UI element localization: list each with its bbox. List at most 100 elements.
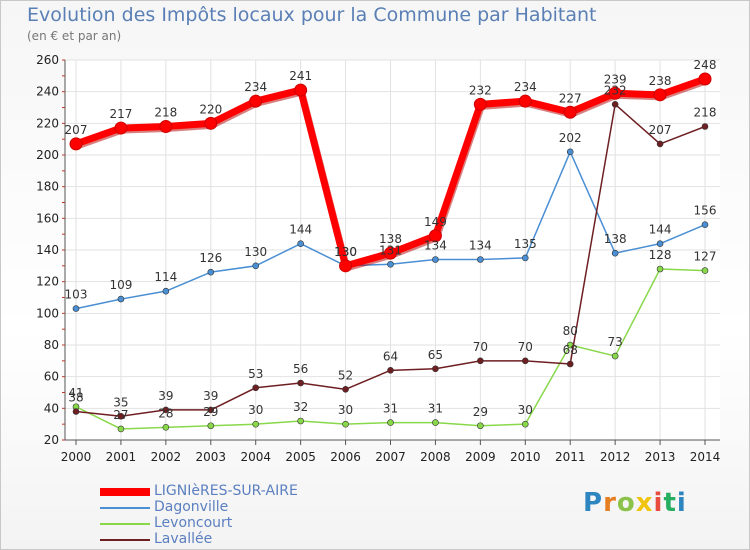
point-levoncourt [117,425,125,433]
data-label-lignieres: 248 [694,58,717,72]
point-lignieres [428,229,442,243]
data-label-dagonville: 114 [154,270,177,284]
point-dagonville [387,260,394,268]
legend-swatch-lignieres [100,488,150,496]
point-lavallee [117,412,125,420]
point-dagonville [207,268,215,276]
point-lignieres [698,72,712,86]
data-label-levoncourt: 27 [113,408,128,422]
point-lignieres [294,83,308,97]
y-tick-label: 140 [36,243,59,257]
point-lignieres [339,259,353,273]
point-lignieres [69,137,83,151]
point-lavallee [162,406,170,414]
data-label-dagonville: 144 [649,223,672,237]
y-tick-label: 220 [36,116,59,130]
point-levoncourt [162,424,170,431]
logo-letter: i [676,488,687,518]
data-label-levoncourt: 41 [68,386,83,400]
x-tick-label: 2010 [510,450,541,464]
data-label-lignieres: 238 [649,74,672,88]
data-label-dagonville: 135 [514,237,537,251]
data-label-lavallee: 39 [203,389,218,403]
point-lavallee [521,357,529,365]
y-tick-label: 60 [44,370,59,384]
point-lignieres [249,94,263,108]
point-levoncourt [387,419,394,426]
data-label-levoncourt: 32 [293,400,308,414]
data-label-levoncourt: 31 [428,402,443,416]
point-lignieres [204,116,218,130]
x-tick-label: 2000 [61,450,92,464]
y-tick-label: 160 [36,211,59,225]
data-label-lignieres: 207 [65,123,88,137]
data-label-lavallee: 64 [383,349,398,363]
data-label-dagonville: 130 [334,245,357,259]
point-dagonville [701,221,709,228]
x-tick-label: 2002 [151,450,182,464]
legend-label-lignieres: LIGNIèRES-SUR-AIRE [154,483,298,499]
data-label-lavallee: 53 [248,367,263,381]
data-label-lignieres: 234 [514,80,537,94]
data-label-lavallee: 68 [563,343,578,357]
x-tick-label: 2004 [240,450,271,464]
data-label-lavallee: 38 [68,391,83,405]
x-tick-label: 2003 [196,450,227,464]
point-lavallee [387,367,394,374]
data-label-lignieres: 130 [334,245,357,259]
chart-subtitle: (en € et par an) [27,29,122,43]
point-lavallee [252,384,260,392]
x-tick-label: 2006 [330,450,361,464]
point-levoncourt [611,352,619,360]
data-label-lignieres: 138 [379,232,402,246]
point-lignieres [159,120,173,133]
x-tick-label: 2013 [645,450,676,464]
y-tick-label: 240 [36,85,59,99]
y-tick-label: 260 [36,53,59,67]
point-dagonville [117,295,125,303]
y-tick-label: 120 [36,275,59,289]
data-label-lignieres: 234 [244,80,267,94]
data-label-levoncourt: 30 [338,403,353,417]
data-label-dagonville: 134 [469,239,492,253]
legend-label-dagonville: Dagonville [154,499,229,515]
point-lavallee [342,386,349,393]
data-label-levoncourt: 29 [473,405,488,419]
point-levoncourt [207,422,215,430]
point-levoncourt [297,417,304,425]
logo-letter: x [635,488,654,518]
data-label-lavallee: 70 [518,340,533,354]
data-label-levoncourt: 30 [248,403,263,417]
logo-letter: t [663,488,677,518]
data-label-dagonville: 109 [109,278,132,292]
point-levoncourt [477,422,484,430]
data-label-lavallee: 52 [338,368,353,382]
logo-letter: P [583,488,604,518]
y-tick-label: 40 [44,401,59,415]
point-dagonville [477,256,484,263]
point-lignieres [563,105,577,119]
legend-swatch-levoncourt [100,523,150,525]
data-label-dagonville: 144 [289,223,312,237]
data-label-lignieres: 239 [604,72,627,86]
y-tick-label: 200 [36,148,59,162]
data-label-levoncourt: 30 [518,403,533,417]
data-label-lavallee: 39 [158,389,173,403]
legend-swatch-lavallee [100,539,150,541]
point-lavallee [432,365,439,373]
x-tick-label: 2012 [600,450,631,464]
data-label-dagonville: 126 [199,251,222,265]
point-lavallee [297,379,304,387]
data-label-lavallee: 218 [694,106,717,120]
point-lavallee [72,408,80,415]
x-tick-label: 2014 [690,450,721,464]
data-label-lignieres: 227 [559,91,582,105]
point-lavallee [207,406,215,414]
data-label-levoncourt: 127 [694,250,717,264]
point-dagonville [252,262,260,270]
logo-letter: r [603,488,617,518]
point-levoncourt [432,419,439,426]
data-label-levoncourt: 73 [608,335,623,349]
logo-letter: i [653,488,664,518]
